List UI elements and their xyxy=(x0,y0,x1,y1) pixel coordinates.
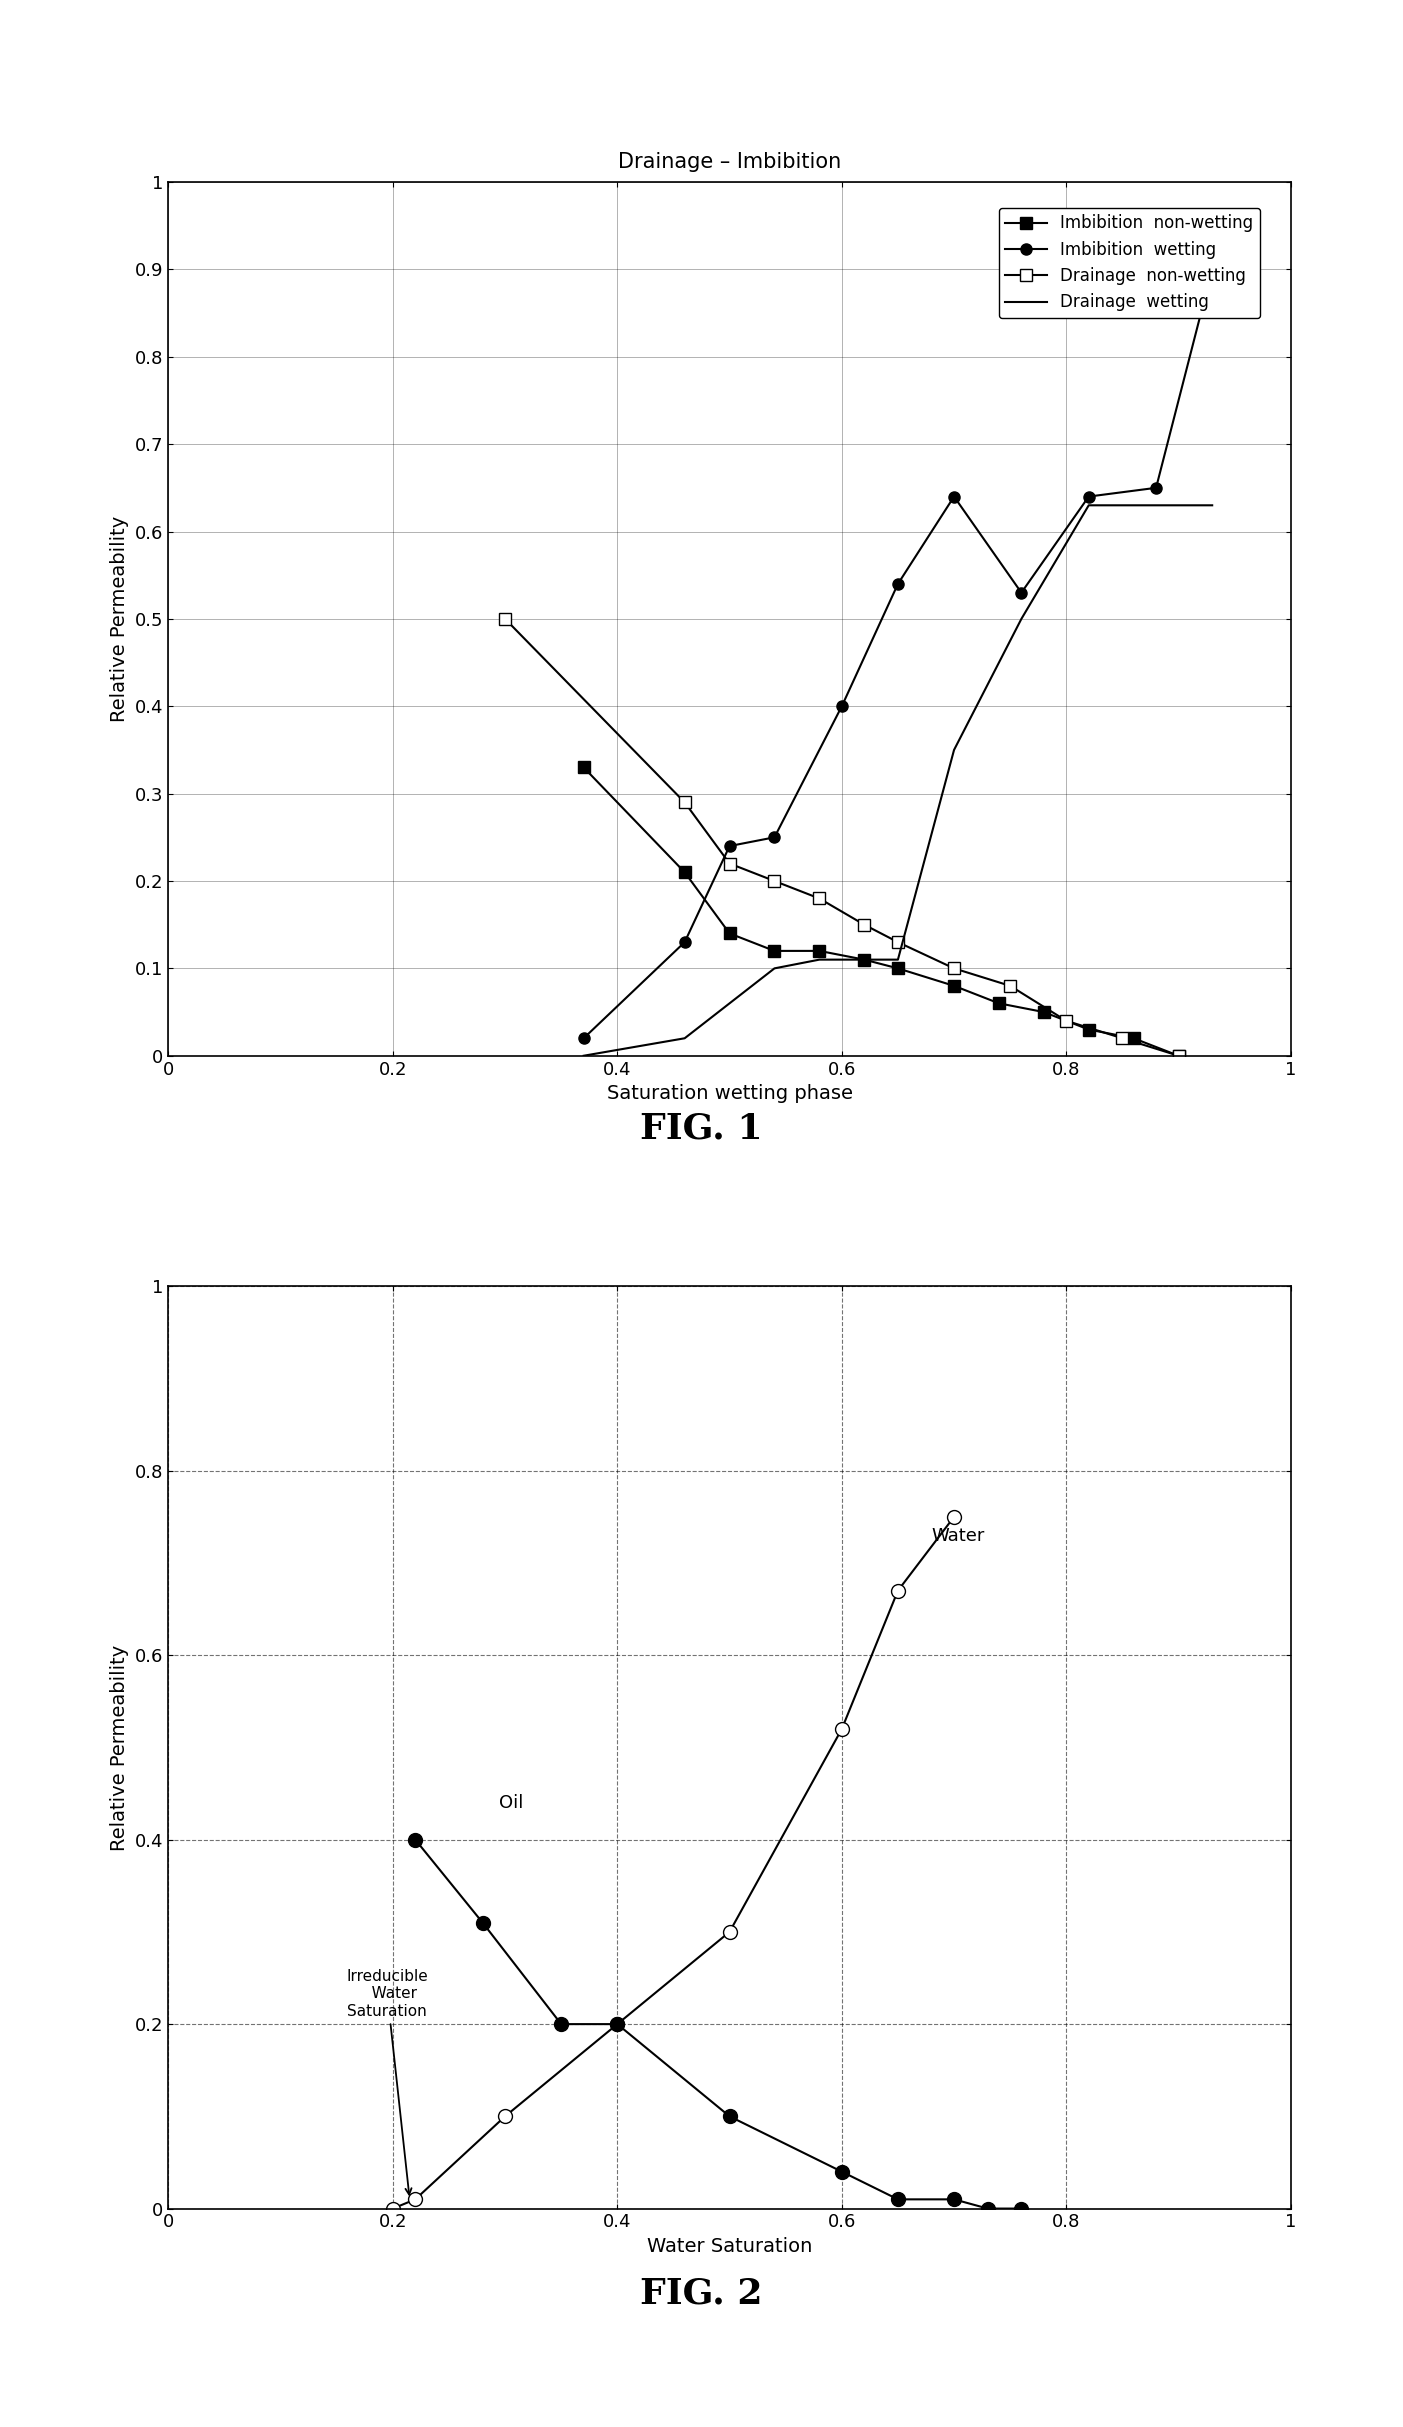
Imbibition  wetting xyxy=(833,692,850,721)
Text: FIG. 2: FIG. 2 xyxy=(640,2277,763,2311)
Imbibition  non-wetting xyxy=(1080,1014,1097,1044)
Drainage  wetting xyxy=(1013,604,1030,633)
Drainage  non-wetting xyxy=(721,849,738,879)
Drainage  wetting xyxy=(676,1024,693,1053)
Line: Imbibition  non-wetting: Imbibition non-wetting xyxy=(578,762,1184,1061)
Drainage  non-wetting xyxy=(676,789,693,818)
Imbibition  non-wetting xyxy=(890,954,906,983)
Imbibition  wetting xyxy=(1080,483,1097,512)
Imbibition  wetting xyxy=(946,483,962,512)
Drainage  wetting xyxy=(856,944,873,973)
Imbibition  non-wetting xyxy=(946,971,962,1000)
Drainage  wetting xyxy=(766,954,783,983)
Drainage  non-wetting xyxy=(811,883,828,913)
Imbibition  non-wetting xyxy=(721,920,738,949)
Imbibition  wetting xyxy=(890,570,906,599)
Drainage  wetting xyxy=(1148,490,1164,519)
Drainage  wetting xyxy=(946,735,962,765)
Drainage  wetting xyxy=(721,988,738,1017)
Line: Drainage  wetting: Drainage wetting xyxy=(584,505,1212,1056)
Imbibition  non-wetting xyxy=(676,857,693,886)
Imbibition  wetting xyxy=(721,832,738,862)
Drainage  wetting xyxy=(575,1041,592,1070)
Drainage  wetting xyxy=(890,944,906,973)
Imbibition  wetting xyxy=(676,927,693,956)
Drainage  non-wetting xyxy=(1058,1007,1075,1036)
Line: Imbibition  wetting: Imbibition wetting xyxy=(578,265,1218,1044)
Imbibition  non-wetting xyxy=(991,988,1007,1017)
Imbibition  non-wetting xyxy=(766,937,783,966)
Drainage  non-wetting xyxy=(766,866,783,896)
Imbibition  wetting xyxy=(575,1024,592,1053)
Text: Water: Water xyxy=(932,1527,985,1544)
Title: Drainage – Imbibition: Drainage – Imbibition xyxy=(617,153,842,172)
Imbibition  non-wetting xyxy=(1035,997,1052,1027)
Drainage  non-wetting xyxy=(856,910,873,939)
Drainage  wetting xyxy=(1080,490,1097,519)
Text: FIG. 1: FIG. 1 xyxy=(640,1112,763,1146)
Text: Oil: Oil xyxy=(499,1794,523,1813)
Imbibition  non-wetting xyxy=(811,937,828,966)
Drainage  non-wetting xyxy=(890,927,906,956)
Imbibition  wetting xyxy=(1204,255,1221,284)
X-axis label: Saturation wetting phase: Saturation wetting phase xyxy=(606,1085,853,1104)
Imbibition  wetting xyxy=(1148,473,1164,502)
Y-axis label: Relative Permeability: Relative Permeability xyxy=(111,1646,129,1849)
Drainage  non-wetting xyxy=(1002,971,1019,1000)
Imbibition  wetting xyxy=(766,823,783,852)
Drainage  non-wetting xyxy=(1114,1024,1131,1053)
Drainage  non-wetting xyxy=(497,604,513,633)
Imbibition  non-wetting xyxy=(1125,1024,1142,1053)
Y-axis label: Relative Permeability: Relative Permeability xyxy=(111,517,129,721)
X-axis label: Water Saturation: Water Saturation xyxy=(647,2238,812,2257)
Drainage  wetting xyxy=(1204,490,1221,519)
Imbibition  non-wetting xyxy=(1170,1041,1187,1070)
Drainage  non-wetting xyxy=(946,954,962,983)
Imbibition  non-wetting xyxy=(856,944,873,973)
Imbibition  non-wetting xyxy=(575,752,592,781)
Imbibition  wetting xyxy=(1013,578,1030,607)
Drainage  wetting xyxy=(811,944,828,973)
Line: Drainage  non-wetting: Drainage non-wetting xyxy=(499,614,1184,1061)
Text: Irreducible
   Water
Saturation: Irreducible Water Saturation xyxy=(347,1968,428,2194)
Drainage  non-wetting xyxy=(1170,1041,1187,1070)
Legend: Imbibition  non-wetting, Imbibition  wetting, Drainage  non-wetting, Drainage  w: Imbibition non-wetting, Imbibition wetti… xyxy=(999,209,1260,318)
